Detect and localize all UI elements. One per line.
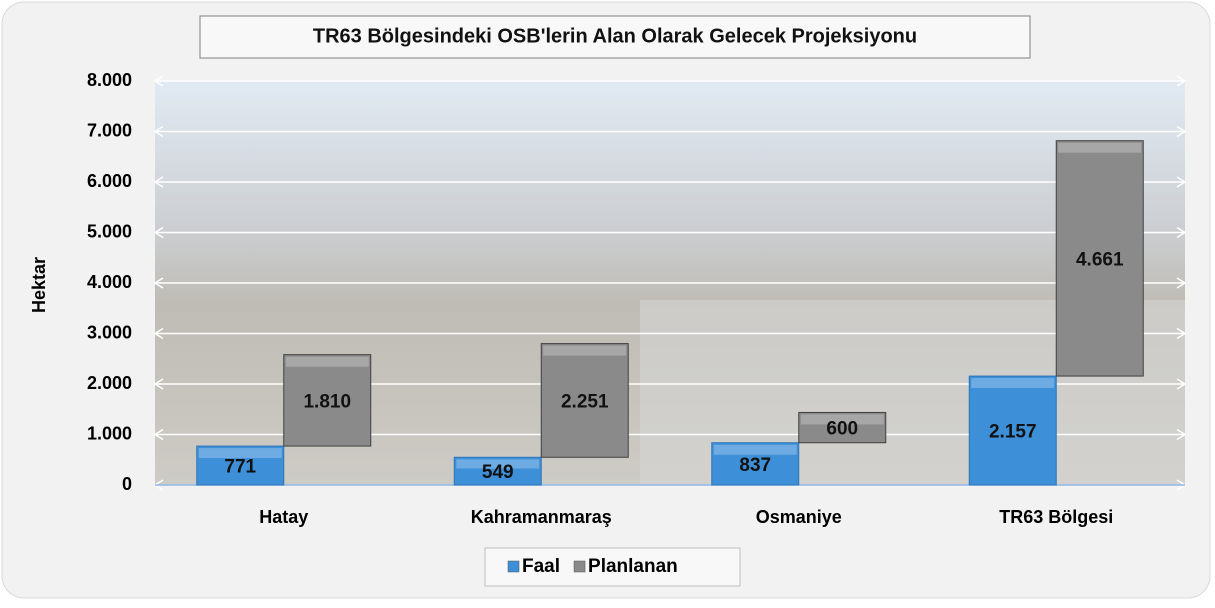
bar-highlight bbox=[286, 357, 369, 367]
y-tick-label: 5.000 bbox=[87, 221, 132, 241]
value-label: 771 bbox=[224, 457, 256, 478]
y-tick-label: 6.000 bbox=[87, 171, 132, 191]
bar-highlight bbox=[971, 378, 1054, 388]
y-tick-label: 2.000 bbox=[87, 373, 132, 393]
legend-swatch bbox=[508, 561, 519, 572]
legend-label: Faal bbox=[522, 556, 560, 577]
value-label: 1.810 bbox=[303, 391, 351, 412]
chart-title: TR63 Bölgesindeki OSB'lerin Alan Olarak … bbox=[313, 25, 917, 47]
x-tick-label: Osmaniye bbox=[756, 507, 842, 527]
value-label: 2.251 bbox=[561, 391, 609, 412]
y-tick-label: 7.000 bbox=[87, 120, 132, 140]
y-tick-label: 3.000 bbox=[87, 322, 132, 342]
y-tick-label: 4.000 bbox=[87, 272, 132, 292]
value-label: 4.661 bbox=[1076, 249, 1124, 270]
value-label: 2.157 bbox=[989, 422, 1037, 443]
chart: TR63 Bölgesindeki OSB'lerin Alan Olarak … bbox=[0, 0, 1215, 603]
bar-highlight bbox=[1058, 143, 1141, 153]
y-tick-label: 0 bbox=[122, 474, 132, 494]
value-label: 837 bbox=[739, 455, 771, 476]
x-tick-label: Kahramanmaraş bbox=[471, 507, 612, 527]
y-tick-label: 1.000 bbox=[87, 423, 132, 443]
y-tick-label: 8.000 bbox=[87, 70, 132, 90]
x-tick-label: Hatay bbox=[259, 507, 308, 527]
legend-label: Planlanan bbox=[588, 556, 678, 577]
x-tick-label: TR63 Bölgesi bbox=[999, 507, 1113, 527]
legend-swatch bbox=[574, 561, 585, 572]
bar-highlight bbox=[714, 445, 797, 455]
value-label: 600 bbox=[826, 419, 858, 440]
y-axis-label: Hektar bbox=[29, 257, 49, 313]
value-label: 549 bbox=[482, 462, 514, 483]
bar-highlight bbox=[543, 346, 626, 356]
